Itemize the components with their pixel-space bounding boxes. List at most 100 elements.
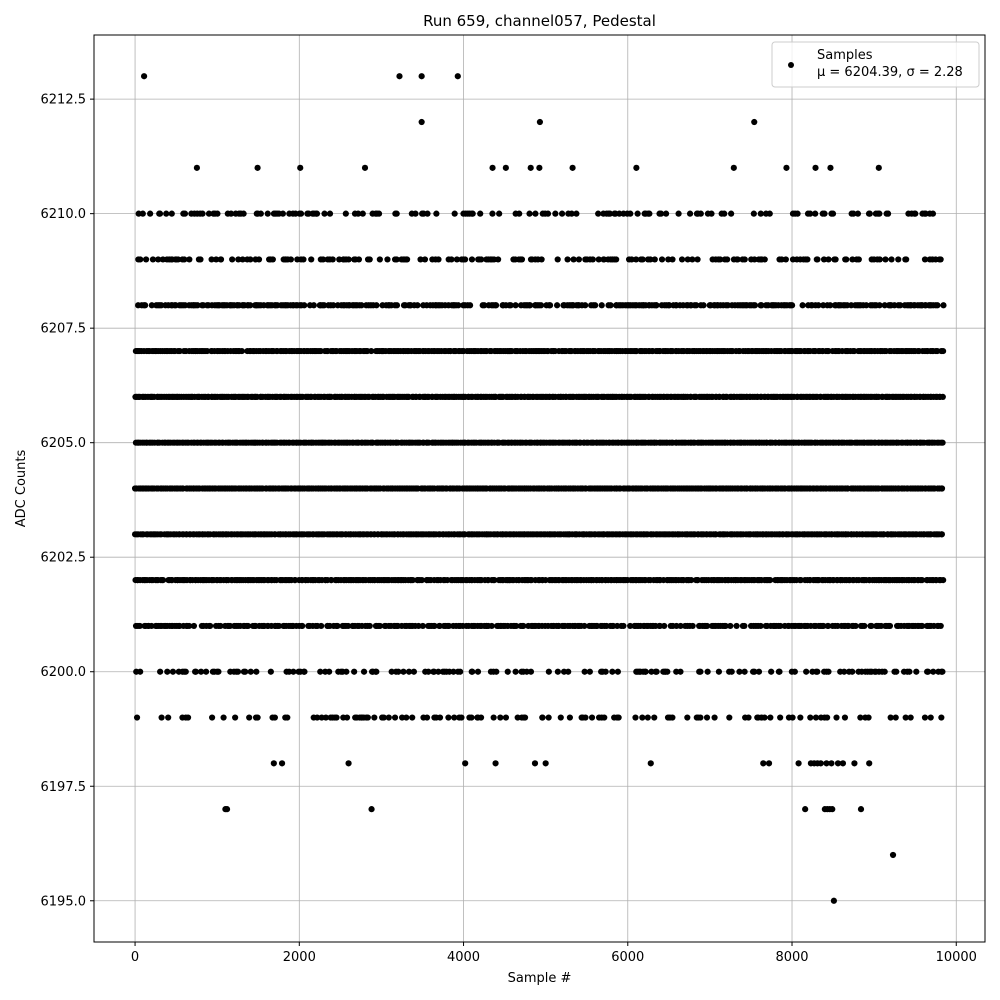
data-point (812, 210, 819, 217)
data-point (741, 256, 748, 263)
data-point (492, 760, 499, 767)
data-point (164, 668, 171, 675)
data-point (388, 668, 395, 675)
data-point (431, 622, 438, 630)
data-point (669, 714, 676, 721)
data-point (886, 622, 894, 630)
data-point (539, 714, 546, 721)
data-point (502, 714, 510, 721)
data-point (359, 210, 366, 217)
data-point (308, 256, 315, 263)
data-point (366, 622, 373, 630)
data-point (726, 714, 733, 721)
data-point (919, 577, 926, 584)
data-point (364, 714, 371, 721)
data-point (745, 714, 752, 721)
data-point (765, 760, 773, 767)
chart-title: Run 659, channel057, Pedestal (423, 12, 656, 30)
data-point (827, 164, 834, 171)
data-point (326, 210, 334, 217)
data-point (474, 668, 482, 675)
data-point (575, 256, 583, 263)
data-point (310, 302, 317, 309)
data-point (300, 256, 307, 263)
data-point (782, 256, 789, 263)
data-point (544, 210, 552, 217)
data-point (435, 256, 442, 263)
data-point (627, 210, 634, 217)
data-point (371, 714, 378, 721)
data-point (824, 714, 831, 721)
data-point (875, 164, 882, 171)
data-point (516, 210, 523, 217)
data-point (639, 256, 646, 263)
data-point (582, 302, 589, 309)
data-point (839, 760, 847, 767)
data-point (689, 622, 696, 630)
data-point (715, 668, 723, 675)
data-point (462, 760, 469, 767)
data-point (662, 210, 670, 217)
data-point (889, 851, 897, 859)
data-point (396, 73, 403, 80)
data-point (165, 714, 172, 721)
data-point (247, 668, 254, 675)
data-point (393, 210, 400, 217)
data-point (767, 714, 774, 721)
data-point (876, 256, 883, 263)
data-point (318, 622, 325, 630)
data-point (156, 210, 164, 217)
data-point (546, 302, 554, 309)
data-point (232, 714, 239, 721)
data-point (825, 256, 832, 263)
data-point (554, 668, 561, 675)
data-point (733, 622, 740, 630)
data-point (829, 210, 837, 217)
data-point (861, 622, 868, 630)
data-point (903, 256, 910, 263)
data-point (656, 622, 664, 630)
data-point (795, 760, 802, 767)
data-point (703, 714, 711, 721)
data-point (512, 302, 519, 309)
data-point (207, 622, 214, 630)
data-point (694, 256, 701, 263)
data-point (342, 210, 349, 217)
data-point (857, 806, 865, 813)
data-point (854, 210, 862, 217)
data-point (536, 164, 543, 171)
data-point (751, 302, 759, 309)
data-point (812, 714, 820, 721)
data-point (375, 210, 383, 217)
data-point (730, 164, 737, 171)
data-point (409, 577, 416, 584)
data-point (423, 714, 431, 721)
data-point (147, 210, 154, 217)
data-point (451, 714, 458, 721)
data-point (700, 302, 707, 309)
data-point (244, 622, 252, 630)
data-point (275, 622, 283, 630)
data-point (661, 622, 668, 630)
data-point (267, 668, 274, 675)
data-point (477, 714, 485, 721)
y-tick-label: 6197.5 (41, 780, 87, 795)
data-point (884, 210, 892, 217)
data-point (829, 806, 836, 813)
data-point (728, 210, 735, 217)
data-point (741, 668, 748, 675)
data-point (817, 760, 824, 767)
data-point (832, 256, 839, 263)
data-point (940, 577, 947, 584)
data-point (137, 256, 144, 263)
data-point (708, 210, 715, 217)
data-point (653, 302, 660, 309)
data-point (199, 210, 206, 217)
data-point (157, 668, 164, 675)
data-point (461, 256, 469, 263)
data-point (924, 668, 932, 675)
data-point (376, 622, 384, 630)
data-point (938, 714, 945, 721)
data-point (728, 668, 735, 675)
data-point (490, 714, 497, 721)
